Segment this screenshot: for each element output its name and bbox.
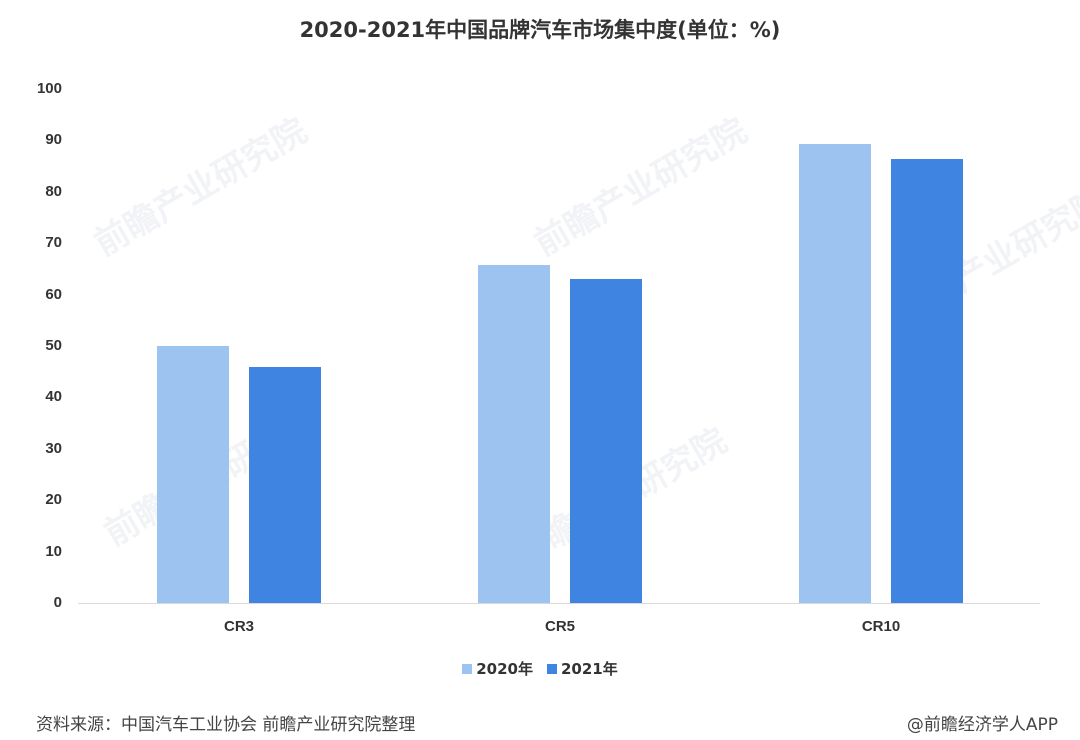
y-tick: 0: [53, 594, 62, 611]
bar-cr5-2021: [570, 279, 642, 603]
y-tick: 80: [45, 183, 62, 200]
x-label-cr5: CR5: [544, 618, 575, 635]
x-axis-line: [78, 603, 1040, 604]
legend-swatch-2021: [547, 663, 557, 674]
bar-cr3-2020: [157, 345, 229, 603]
chart-title: 2020-2021年中国品牌汽车市场集中度(单位：%): [299, 18, 781, 42]
y-tick: 60: [45, 286, 62, 303]
x-label-cr10: CR10: [861, 618, 901, 635]
credit-note: @前瞻经济学人APP: [906, 715, 1058, 735]
legend-label: 2021年: [561, 660, 618, 678]
legend-swatch-2020: [462, 663, 473, 674]
legend-item-2020[interactable]: 2020年: [462, 658, 533, 679]
legend: 2020年 2021年: [0, 658, 1080, 679]
legend-label: 2020年: [476, 660, 533, 678]
y-tick: 100: [36, 80, 62, 97]
y-tick: 70: [45, 234, 62, 251]
x-label-cr3: CR3: [223, 618, 254, 635]
source-note: 资料来源：中国汽车工业协会 前瞻产业研究院整理: [36, 715, 416, 735]
legend-item-2021[interactable]: 2021年: [547, 658, 618, 679]
y-tick: 30: [45, 440, 62, 457]
y-tick: 50: [45, 337, 62, 354]
y-tick: 10: [45, 543, 62, 560]
bar-cr5-2020: [478, 264, 550, 603]
y-tick: 90: [45, 131, 62, 148]
bar-cr10-2020: [799, 144, 871, 603]
y-tick: 20: [45, 491, 62, 508]
y-tick: 40: [45, 388, 62, 405]
bar-cr3-2021: [249, 366, 321, 603]
plot-area: [78, 89, 1040, 603]
bar-cr10-2021: [891, 158, 963, 603]
